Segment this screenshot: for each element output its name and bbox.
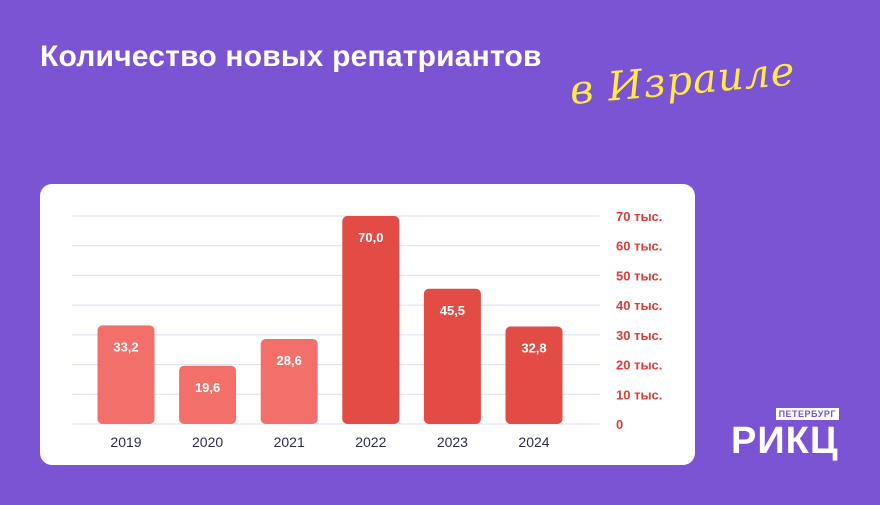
- category-label: 2020: [192, 434, 223, 450]
- chart-card: 33,2 19,6 28,6 70,0 45,5 32,8 2019 2020 2021 202…: [40, 184, 695, 465]
- bar: [260, 339, 318, 424]
- bar: [97, 325, 155, 424]
- gridlines: [72, 215, 600, 425]
- logo-brand: РИКЦ: [731, 420, 839, 462]
- y-tick-label: 0: [616, 417, 623, 432]
- bar-value-label: 33,2: [113, 339, 138, 354]
- bar-value-label: 28,6: [277, 353, 302, 368]
- page-title: Количество новых репатриантов: [40, 40, 542, 73]
- category-label: 2021: [274, 434, 305, 450]
- y-tick-label: 20 тыс.: [616, 358, 662, 373]
- bar-value-label: 19,6: [195, 380, 220, 395]
- y-tick-label: 40 тыс.: [616, 298, 662, 313]
- category-label: 2023: [437, 434, 468, 450]
- category-label: 2024: [518, 434, 549, 450]
- bar: [505, 326, 563, 424]
- y-tick-label: 70 тыс.: [616, 209, 662, 224]
- y-tick-label: 50 тыс.: [616, 268, 662, 283]
- bars: [97, 216, 563, 424]
- y-tick-label: 60 тыс.: [616, 239, 662, 254]
- bar-chart: 33,2 19,6 28,6 70,0 45,5 32,8 2019 2020 2021 202…: [72, 209, 662, 450]
- value-labels: 33,2 19,6 28,6 70,0 45,5 32,8: [113, 230, 546, 395]
- page-subtitle: в Израиле: [567, 48, 798, 114]
- bar-value-label: 70,0: [358, 230, 383, 245]
- bar-value-label: 45,5: [440, 303, 465, 318]
- category-labels: 2019 2020 2021 2022 2023 2024: [110, 434, 549, 450]
- category-label: 2022: [355, 434, 386, 450]
- bar-value-label: 32,8: [521, 341, 546, 356]
- bar: [179, 365, 237, 424]
- bar: [423, 288, 481, 424]
- logo: ПЕТЕРБУРГ РИКЦ: [731, 408, 841, 464]
- bar: [342, 216, 400, 424]
- y-tick-label: 30 тыс.: [616, 328, 662, 343]
- category-label: 2019: [110, 434, 141, 450]
- logo-city: ПЕТЕРБУРГ: [775, 408, 839, 420]
- y-axis-labels: 0 10 тыс. 20 тыс. 30 тыс. 40 тыс. 50 тыс. 60 т…: [616, 209, 662, 432]
- y-tick-label: 10 тыс.: [616, 387, 662, 402]
